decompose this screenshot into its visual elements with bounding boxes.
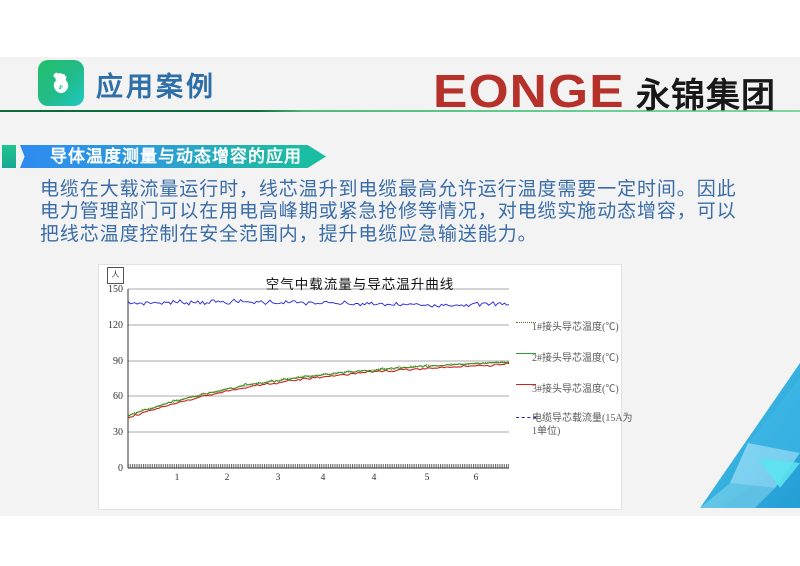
svg-text:4: 4 — [372, 473, 377, 483]
svg-text:1: 1 — [175, 473, 180, 483]
svg-text:4: 4 — [321, 473, 326, 483]
svg-text:5: 5 — [425, 473, 430, 483]
svg-text:60: 60 — [113, 391, 123, 402]
svg-text:6: 6 — [474, 473, 479, 483]
svg-text:2: 2 — [225, 473, 230, 483]
svg-text:120: 120 — [108, 320, 123, 331]
svg-text:3: 3 — [276, 473, 281, 483]
svg-text:30: 30 — [113, 427, 123, 438]
svg-text:0: 0 — [118, 463, 123, 474]
svg-text:90: 90 — [113, 356, 123, 367]
